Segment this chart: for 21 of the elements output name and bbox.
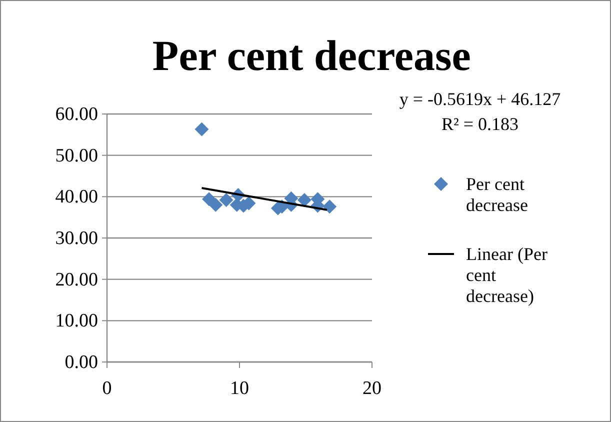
y-tick-label: 50.00	[55, 145, 98, 166]
point	[208, 198, 223, 212]
point	[297, 192, 312, 207]
text: y = -0.5619x + 46.127	[399, 89, 561, 109]
point	[194, 122, 209, 136]
legend-label: Linear (Per cent decrease)	[466, 244, 548, 306]
y-tick-label: 20.00	[55, 269, 98, 290]
point	[322, 200, 337, 214]
x-tick-label: 10	[230, 378, 249, 399]
text: R² = 0.183	[441, 114, 519, 134]
x-tick-label: 20	[362, 378, 382, 399]
y-tick-label: 0.00	[64, 352, 98, 373]
point	[202, 192, 216, 206]
y-tick-label: 40.00	[55, 186, 98, 208]
y-tick-label: 60.00	[55, 104, 98, 125]
x-tick-label: 0	[102, 378, 112, 399]
chart-title: Per cent decrease	[152, 33, 471, 80]
y-tick-label: 10.00	[55, 310, 98, 332]
legend-label: Per cent decrease	[466, 174, 528, 215]
y-tick-label: 30.00	[55, 228, 98, 249]
point	[219, 192, 234, 207]
